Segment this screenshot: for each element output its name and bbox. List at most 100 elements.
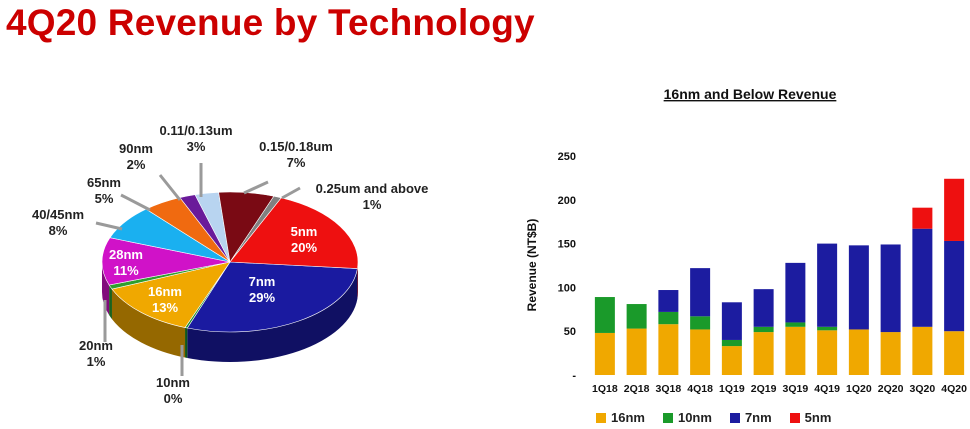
bar-segment-16nm-1Q20 bbox=[848, 329, 869, 375]
pie-label-name: 40/45nm bbox=[32, 207, 84, 222]
pie-side-10nm bbox=[185, 327, 188, 358]
pie-side-5nm bbox=[357, 262, 358, 299]
pie-label-percent: 3% bbox=[187, 139, 206, 154]
bar-segment-16nm-3Q19 bbox=[785, 326, 806, 375]
pie-label-percent: 1% bbox=[363, 197, 382, 212]
y-tick-label: - bbox=[572, 370, 576, 382]
pie-label-percent: 8% bbox=[49, 223, 68, 238]
bar-segment-7nm-3Q20 bbox=[912, 228, 933, 327]
pie-side-20nm bbox=[109, 285, 112, 320]
x-tick-label: 3Q19 bbox=[783, 383, 809, 395]
pie-label-name: 0.15/0.18um bbox=[259, 139, 333, 154]
page-title: 4Q20 Revenue by Technology bbox=[6, 2, 535, 43]
bar-segment-10nm-2Q19 bbox=[753, 326, 774, 333]
bar-segment-16nm-2Q19 bbox=[753, 332, 774, 375]
pie-top bbox=[101, 191, 359, 333]
pie-leader-line bbox=[95, 221, 123, 231]
legend-item-7nm: 7nm bbox=[729, 410, 772, 425]
pie-side-7nm bbox=[187, 268, 358, 362]
legend-label: 5nm bbox=[804, 410, 832, 425]
legend-item-10nm: 10nm bbox=[662, 410, 712, 425]
bar-segment-16nm-1Q19 bbox=[721, 346, 742, 375]
pie-label-name: 10nm bbox=[156, 375, 190, 390]
pie-labels: 7nm29%10nm0%16nm13%20nm1%28nm11%40/45nm8… bbox=[32, 123, 428, 406]
bar-segment-7nm-4Q18 bbox=[690, 268, 711, 317]
bar-chart-legend: 16nm 10nm 7nm 5nm bbox=[596, 410, 831, 425]
legend-swatch bbox=[662, 412, 673, 423]
pie-label-name: 28nm bbox=[109, 247, 143, 262]
legend-label: 7nm bbox=[744, 410, 772, 425]
bar-segment-10nm-2Q18 bbox=[626, 304, 647, 329]
pie-label-percent: 29% bbox=[249, 290, 275, 305]
bar-segment-10nm-1Q18 bbox=[594, 297, 615, 333]
x-tick-label: 1Q20 bbox=[846, 383, 872, 395]
bar-segment-10nm-3Q19 bbox=[785, 322, 806, 327]
bar-segment-5nm-4Q20 bbox=[944, 178, 965, 241]
pie-label-percent: 2% bbox=[127, 157, 146, 172]
bar-segment-7nm-4Q20 bbox=[944, 240, 965, 332]
y-tick-label: 250 bbox=[558, 151, 576, 163]
x-tick-label: 2Q18 bbox=[624, 383, 650, 395]
bar-segment-5nm-3Q20 bbox=[912, 207, 933, 229]
y-axis-label: Revenue (NT$B) bbox=[525, 219, 539, 312]
legend-item-5nm: 5nm bbox=[789, 410, 832, 425]
bar-segment-7nm-3Q19 bbox=[785, 262, 806, 323]
x-tick-label: 1Q18 bbox=[592, 383, 618, 395]
pie-label-name: 16nm bbox=[148, 284, 182, 299]
pie-slice-16nm bbox=[111, 261, 231, 328]
bar-segment-10nm-3Q18 bbox=[658, 311, 679, 325]
x-tick-label: 1Q19 bbox=[719, 383, 745, 395]
bar-segment-16nm-3Q18 bbox=[658, 324, 679, 375]
x-tick-label: 4Q19 bbox=[814, 383, 840, 395]
pie-slice-28nm bbox=[101, 237, 231, 286]
legend-swatch bbox=[729, 412, 740, 423]
pie-label-percent: 0% bbox=[164, 391, 183, 406]
x-tick-label: 3Q18 bbox=[656, 383, 682, 395]
pie-label-name: 0.11/0.13um bbox=[160, 123, 233, 138]
legend-swatch bbox=[596, 412, 606, 423]
pie-label-name: 5nm bbox=[291, 224, 318, 239]
pie-slice-7nm bbox=[186, 261, 358, 333]
x-tick-label: 4Q20 bbox=[941, 383, 967, 395]
x-tick-label: 2Q20 bbox=[878, 383, 904, 395]
bar-segment-7nm-2Q19 bbox=[753, 289, 774, 327]
x-tick-label: 2Q19 bbox=[751, 383, 777, 395]
pie-label-percent: 7% bbox=[287, 155, 306, 170]
bar-segment-10nm-1Q19 bbox=[721, 339, 742, 347]
bar-segment-7nm-1Q20 bbox=[848, 245, 869, 330]
bar-segment-7nm-2Q20 bbox=[880, 244, 901, 333]
bar-segment-7nm-1Q19 bbox=[721, 302, 742, 340]
pie-label-name: 0.25um and above bbox=[316, 181, 429, 196]
bar-segment-16nm-4Q20 bbox=[944, 331, 965, 375]
bar-segment-16nm-2Q18 bbox=[626, 328, 647, 375]
pie-label-name: 90nm bbox=[119, 141, 153, 156]
bar-segment-16nm-4Q19 bbox=[817, 330, 838, 375]
pie-leader-line bbox=[120, 193, 151, 212]
bar-segment-16nm-4Q18 bbox=[690, 329, 711, 375]
bar-segment-7nm-3Q18 bbox=[658, 290, 679, 312]
x-tick-label: 3Q20 bbox=[910, 383, 936, 395]
legend-item-16nm: 16nm bbox=[596, 410, 645, 425]
pie-label-name: 65nm bbox=[87, 175, 121, 190]
legend-label: 10nm bbox=[677, 410, 712, 425]
y-tick-label: 150 bbox=[558, 239, 576, 251]
pie-label-percent: 11% bbox=[113, 263, 139, 278]
pie-leader-line bbox=[281, 186, 301, 200]
y-tick-label: 50 bbox=[564, 326, 576, 338]
pie-label-percent: 1% bbox=[87, 354, 106, 369]
bar-segment-16nm-3Q20 bbox=[912, 326, 933, 375]
bar-segment-10nm-4Q18 bbox=[690, 316, 711, 330]
legend-label: 16nm bbox=[611, 410, 645, 425]
x-tick-label: 4Q18 bbox=[687, 383, 713, 395]
pie-label-name: 7nm bbox=[249, 274, 276, 289]
y-tick-label: 100 bbox=[558, 282, 576, 294]
bar-segment-7nm-4Q19 bbox=[817, 243, 838, 327]
bar-segment-16nm-2Q20 bbox=[880, 332, 901, 375]
pie-label-name: 20nm bbox=[79, 338, 113, 353]
pie-label-percent: 5% bbox=[95, 191, 114, 206]
pie-label-percent: 20% bbox=[291, 240, 317, 255]
bar-segment-16nm-1Q18 bbox=[594, 332, 615, 375]
pie-label-percent: 13% bbox=[152, 300, 178, 315]
